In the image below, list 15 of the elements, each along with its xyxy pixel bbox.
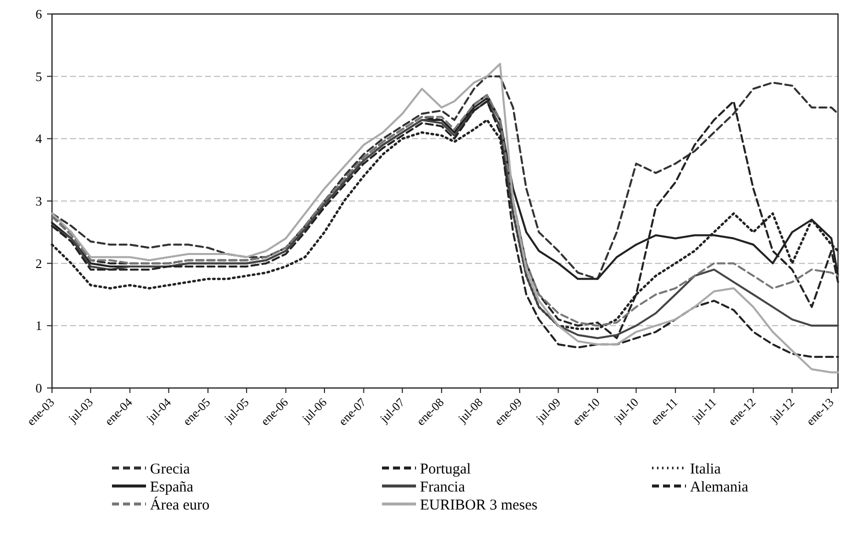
legend-label: Francia [420,479,466,496]
y-tick-label: 6 [36,6,42,22]
legend-label: Grecia [150,461,190,478]
legend-label: Portugal [420,461,471,478]
legend-label: España [150,479,194,496]
legend-label: Italia [690,461,722,478]
y-tick-label: 0 [36,380,42,396]
y-tick-label: 2 [36,256,42,271]
y-tick-label: 5 [36,68,42,84]
y-tick-label: 1 [36,318,42,334]
y-tick-label: 3 [36,194,42,209]
y-tick-label: 4 [36,131,42,146]
legend-label: EURIBOR 3 meses [420,497,538,514]
legend-label: Área euro [150,496,210,514]
legend-label: Alemania [690,479,749,496]
